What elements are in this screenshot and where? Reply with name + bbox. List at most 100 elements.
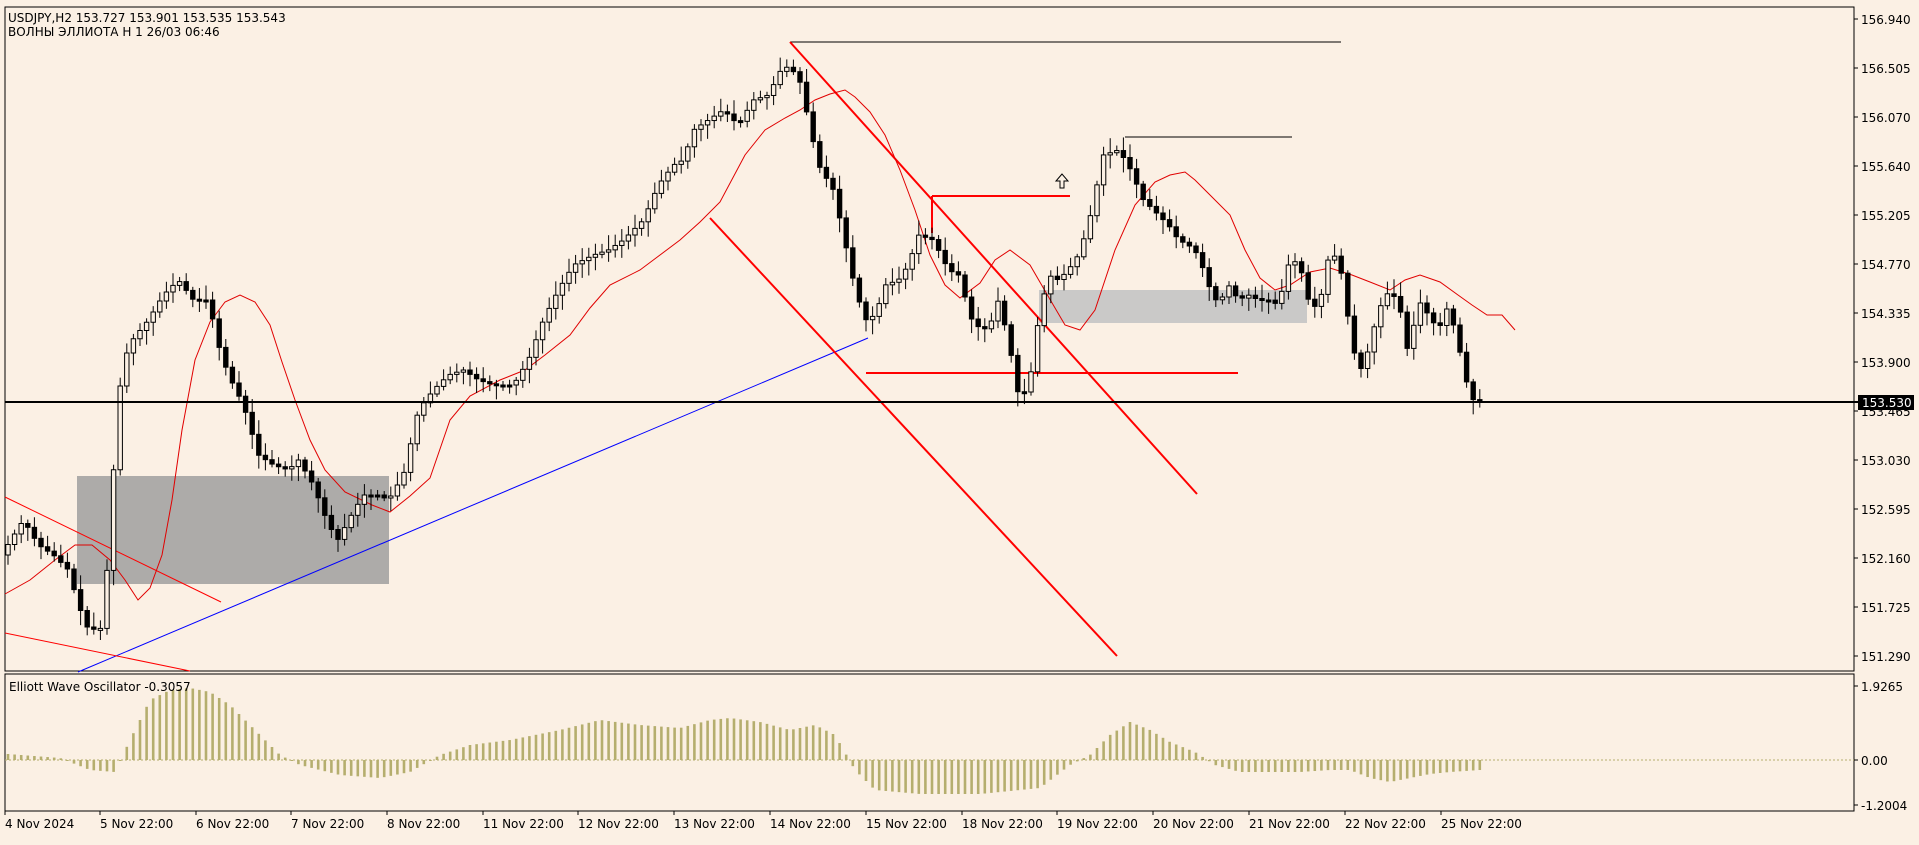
candle[interactable] (203, 285, 209, 309)
red-line-left-b[interactable] (4, 632, 191, 672)
candle[interactable] (876, 297, 882, 324)
candle[interactable] (130, 333, 137, 366)
candle[interactable] (506, 379, 513, 394)
candle[interactable] (1265, 292, 1272, 314)
candle[interactable] (724, 104, 731, 123)
candle[interactable] (414, 411, 420, 452)
candle[interactable] (1384, 281, 1391, 310)
candle[interactable] (1351, 304, 1358, 360)
candle[interactable] (1153, 195, 1160, 221)
candle[interactable] (1318, 288, 1325, 319)
candle[interactable] (58, 544, 64, 568)
drawing-objects[interactable] (4, 41, 1341, 673)
candle[interactable] (1285, 254, 1292, 300)
candle[interactable] (335, 524, 341, 552)
candle[interactable] (124, 343, 130, 393)
candle[interactable] (117, 377, 123, 476)
candle[interactable] (176, 276, 183, 292)
candle[interactable] (1074, 253, 1080, 276)
candle[interactable] (1345, 270, 1351, 325)
candle[interactable] (553, 281, 559, 320)
candle[interactable] (1378, 297, 1384, 339)
candle[interactable] (751, 92, 757, 120)
candle[interactable] (1312, 286, 1318, 318)
candle[interactable] (1008, 321, 1014, 363)
candle[interactable] (869, 306, 876, 335)
candle[interactable] (586, 247, 592, 276)
candle[interactable] (1417, 289, 1424, 334)
candle[interactable] (44, 535, 51, 556)
candle[interactable] (1067, 257, 1074, 279)
candle[interactable] (784, 59, 790, 78)
candle[interactable] (460, 366, 467, 385)
candle[interactable] (982, 318, 988, 343)
price-panel[interactable] (4, 6, 1855, 672)
candle[interactable] (764, 91, 770, 110)
candle[interactable] (572, 254, 579, 284)
candle[interactable] (711, 105, 717, 129)
candle[interactable] (216, 310, 222, 361)
time-axis[interactable]: 4 Nov 2024 5 Nov 22:00 6 Nov 22:00 7 Nov 22… (4, 811, 1522, 831)
candle[interactable] (209, 291, 216, 328)
supply-zone[interactable] (1039, 290, 1307, 323)
candle[interactable] (454, 363, 460, 383)
candle[interactable] (665, 166, 671, 191)
candle[interactable] (942, 237, 948, 276)
candle[interactable] (823, 155, 830, 188)
candle[interactable] (896, 266, 902, 294)
candle[interactable] (671, 157, 678, 176)
candle[interactable] (91, 612, 97, 635)
candle[interactable] (467, 361, 473, 387)
candle[interactable] (803, 68, 810, 116)
candle[interactable] (38, 531, 44, 560)
candle[interactable] (810, 102, 816, 148)
candle[interactable] (308, 460, 315, 491)
candle[interactable] (850, 235, 856, 287)
candle[interactable] (1219, 293, 1226, 305)
candle[interactable] (625, 225, 632, 250)
candle[interactable] (150, 306, 156, 336)
candle[interactable] (539, 317, 546, 354)
candle[interactable] (619, 229, 625, 258)
candle[interactable] (1120, 137, 1127, 173)
candle[interactable] (1325, 255, 1331, 303)
up-arrow-icon[interactable] (1054, 173, 1070, 189)
candle[interactable] (1252, 286, 1259, 308)
candle[interactable] (1371, 323, 1377, 365)
candle[interactable] (843, 210, 849, 263)
candle[interactable] (1015, 348, 1021, 407)
candle[interactable] (513, 376, 519, 396)
candle[interactable] (434, 381, 440, 398)
candle[interactable] (1041, 285, 1047, 333)
candle[interactable] (242, 389, 249, 425)
price-axis[interactable]: 156.940 156.505 156.070 155.640 155.205 154.7… (1854, 13, 1911, 664)
candle[interactable] (975, 306, 981, 341)
candle[interactable] (1232, 281, 1239, 303)
candle[interactable] (955, 261, 962, 283)
candle[interactable] (968, 289, 975, 334)
candle[interactable] (1437, 312, 1443, 336)
candle[interactable] (269, 450, 275, 468)
candle[interactable] (328, 505, 335, 539)
candle[interactable] (322, 489, 328, 529)
candle[interactable] (1411, 311, 1417, 360)
candle[interactable] (1100, 146, 1107, 196)
candle[interactable] (1457, 317, 1463, 357)
candle[interactable] (196, 288, 203, 312)
candle[interactable] (1450, 304, 1457, 334)
candle[interactable] (949, 254, 955, 282)
candle[interactable] (361, 484, 368, 518)
candle[interactable] (1140, 180, 1146, 207)
candle[interactable] (447, 366, 453, 385)
candle[interactable] (1147, 189, 1153, 211)
candle[interactable] (830, 172, 836, 200)
candle[interactable] (236, 371, 242, 401)
red-channel-lower-line[interactable] (709, 217, 1118, 657)
candle[interactable] (1246, 288, 1252, 311)
candle[interactable] (170, 273, 176, 303)
candle[interactable] (500, 381, 506, 391)
candle[interactable] (1048, 270, 1054, 304)
candle[interactable] (31, 517, 38, 547)
candle[interactable] (691, 124, 698, 158)
